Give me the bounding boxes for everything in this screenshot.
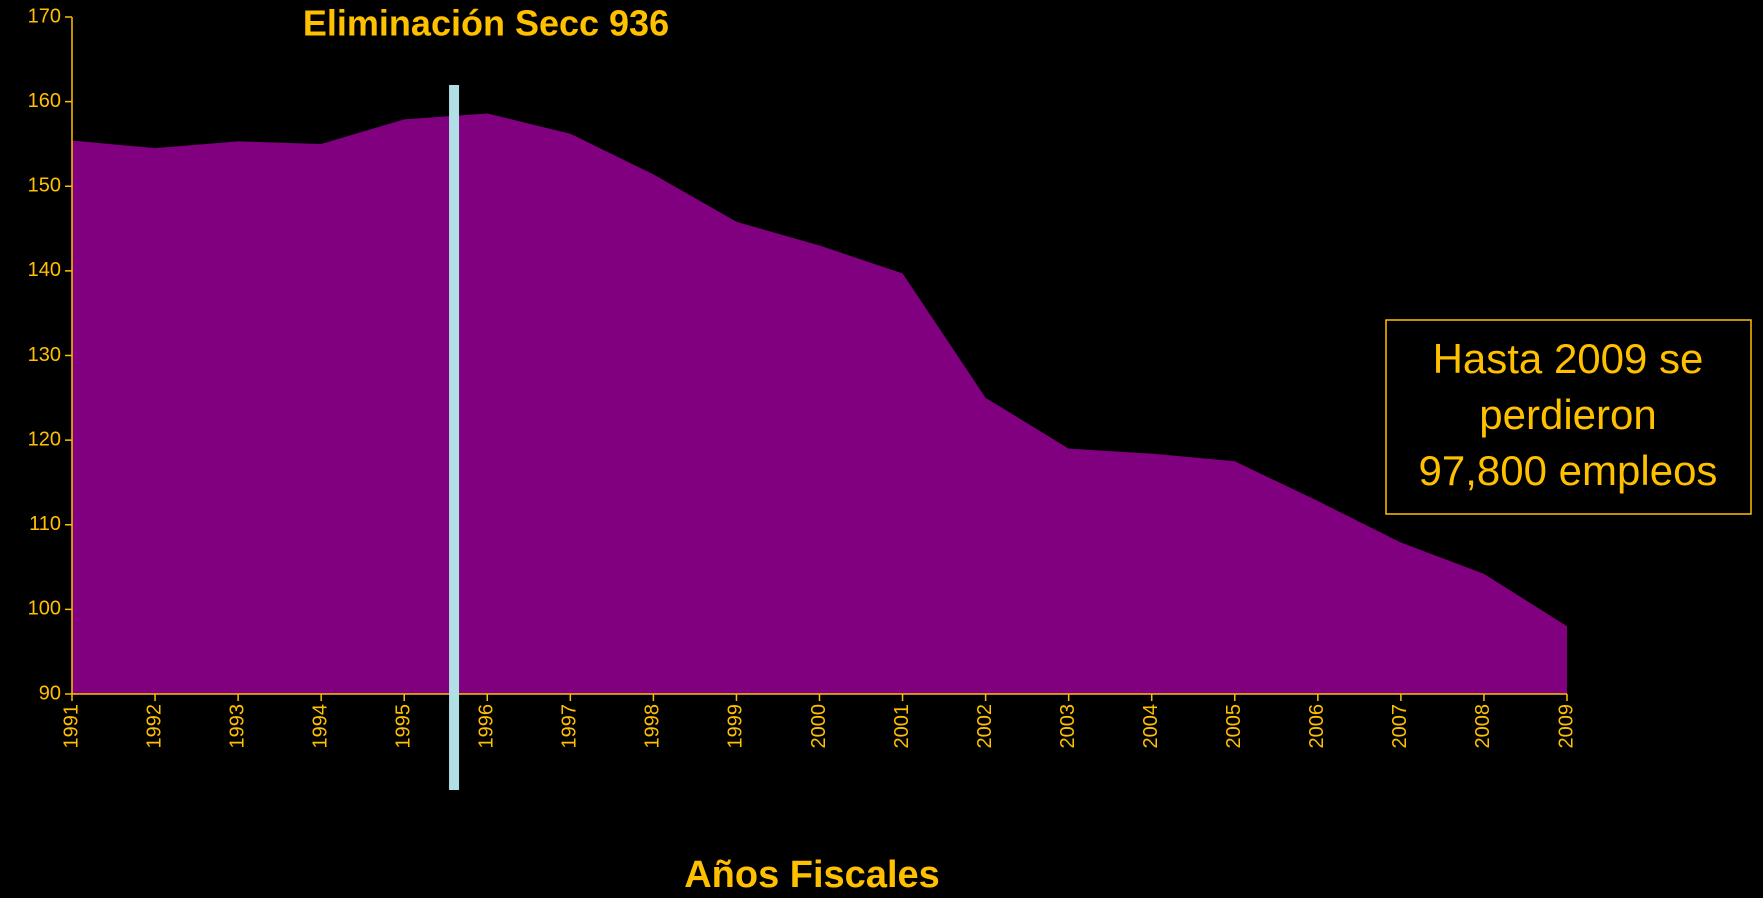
y-tick-label: 130: [28, 344, 61, 366]
x-tick-label: 2006: [1306, 704, 1328, 749]
annotation-line: 97,800 empleos: [1419, 447, 1718, 494]
annotation-box: [1385, 319, 1752, 515]
x-tick-label: 2007: [1389, 704, 1411, 749]
y-tick-label: 90: [39, 682, 61, 704]
x-tick-label: 1999: [725, 704, 747, 749]
y-tick-label: 170: [28, 5, 61, 27]
x-tick-label: 2001: [891, 704, 913, 749]
x-tick-label: 1995: [393, 704, 415, 749]
x-tick-label: 1998: [642, 704, 664, 749]
x-tick-label: 1994: [309, 704, 331, 749]
x-tick-label: 2004: [1140, 704, 1162, 749]
x-tick-label: 2005: [1223, 704, 1245, 749]
y-tick-label: 160: [28, 90, 61, 112]
annotation-line: Hasta 2009 se: [1433, 335, 1704, 382]
x-tick-label: 1991: [60, 704, 82, 749]
x-tick-label: 2002: [974, 704, 996, 749]
y-tick-label: 150: [28, 175, 61, 197]
area: [72, 113, 1567, 694]
x-tick-label: 2003: [1057, 704, 1079, 749]
y-tick-label: 110: [29, 513, 61, 535]
x-tick-label: 2009: [1555, 704, 1577, 749]
y-tick-label: 100: [28, 598, 61, 620]
x-tick-label: 1997: [559, 704, 581, 749]
x-axis-label: Años Fiscales: [684, 854, 940, 896]
x-tick-label: 2008: [1472, 704, 1494, 749]
chart-title: Eliminación Secc 936: [303, 3, 669, 44]
x-tick-label: 1992: [143, 704, 165, 749]
marker-line: [449, 85, 460, 790]
y-tick-label: 140: [28, 259, 61, 281]
x-tick-label: 2000: [808, 704, 830, 749]
annotation-line: perdieron: [1479, 391, 1656, 438]
x-tick-label: 1993: [226, 704, 248, 749]
y-tick-label: 120: [28, 428, 61, 450]
x-tick-label: 1996: [476, 704, 498, 749]
